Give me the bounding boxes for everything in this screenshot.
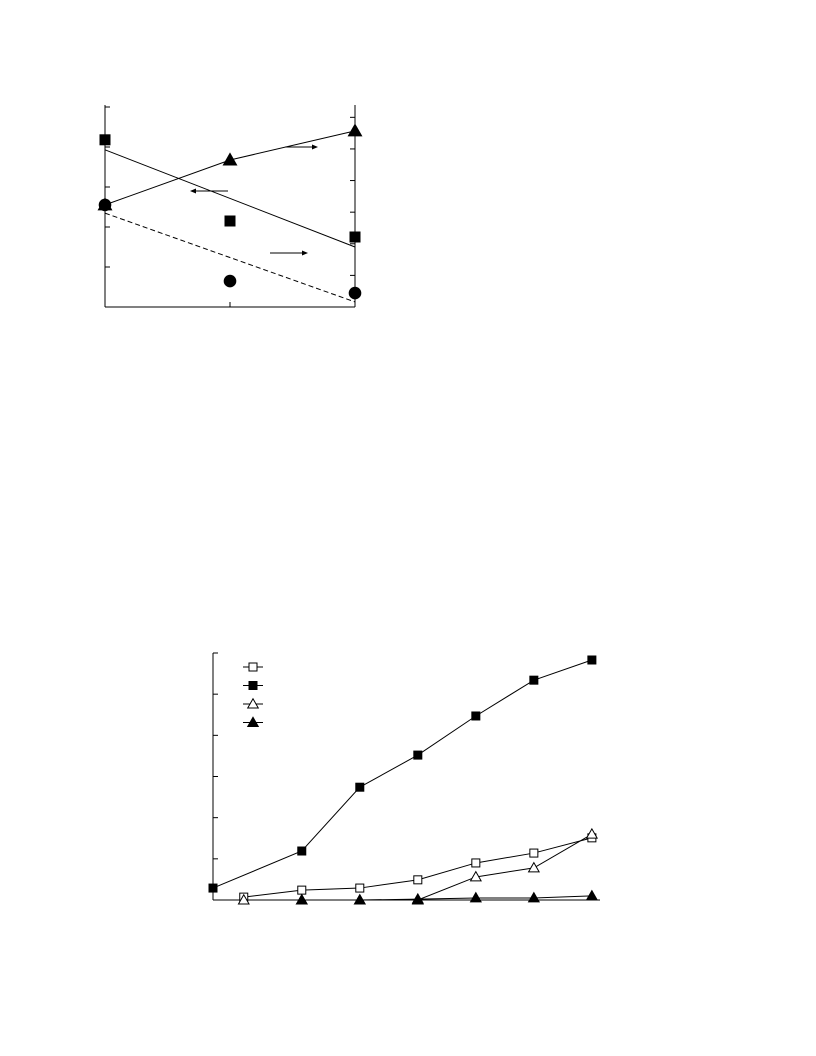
marker: [469, 891, 482, 903]
marker: [224, 215, 236, 227]
series-line: [104, 130, 356, 206]
series-line: [104, 212, 356, 303]
marker: [411, 892, 424, 904]
legend-entry: [243, 681, 263, 690]
series-line: [243, 833, 593, 901]
marker: [297, 846, 307, 856]
marker: [295, 893, 308, 905]
marker: [348, 286, 362, 300]
marker: [99, 134, 111, 146]
marker: [585, 889, 599, 901]
legend-marker: [246, 697, 260, 709]
marker: [413, 875, 423, 885]
marker: [355, 883, 365, 893]
legend-marker: [248, 662, 258, 672]
legend-entry: [243, 716, 263, 727]
marker: [222, 152, 238, 166]
marker: [98, 198, 112, 212]
legend-marker: [248, 681, 258, 690]
marker: [529, 848, 539, 858]
marker: [349, 231, 361, 243]
legend-entry: [243, 697, 263, 709]
marker: [469, 870, 482, 882]
marker: [223, 274, 237, 288]
series-line: [104, 149, 356, 248]
marker: [413, 750, 423, 760]
marker: [527, 891, 540, 903]
marker: [527, 861, 540, 873]
marker: [585, 827, 599, 839]
series-line: [243, 837, 593, 898]
marker: [297, 885, 307, 895]
annotation-arrows: [190, 144, 318, 256]
marker: [355, 782, 365, 792]
series-line: [301, 895, 592, 901]
marker: [353, 893, 366, 905]
marker: [208, 883, 218, 893]
legend-marker: [246, 716, 260, 727]
marker: [587, 655, 597, 665]
legend-entry: [243, 662, 263, 672]
marker: [237, 893, 250, 905]
marker: [347, 123, 363, 137]
marker: [529, 675, 539, 685]
marker: [471, 711, 481, 721]
marker: [471, 858, 481, 868]
